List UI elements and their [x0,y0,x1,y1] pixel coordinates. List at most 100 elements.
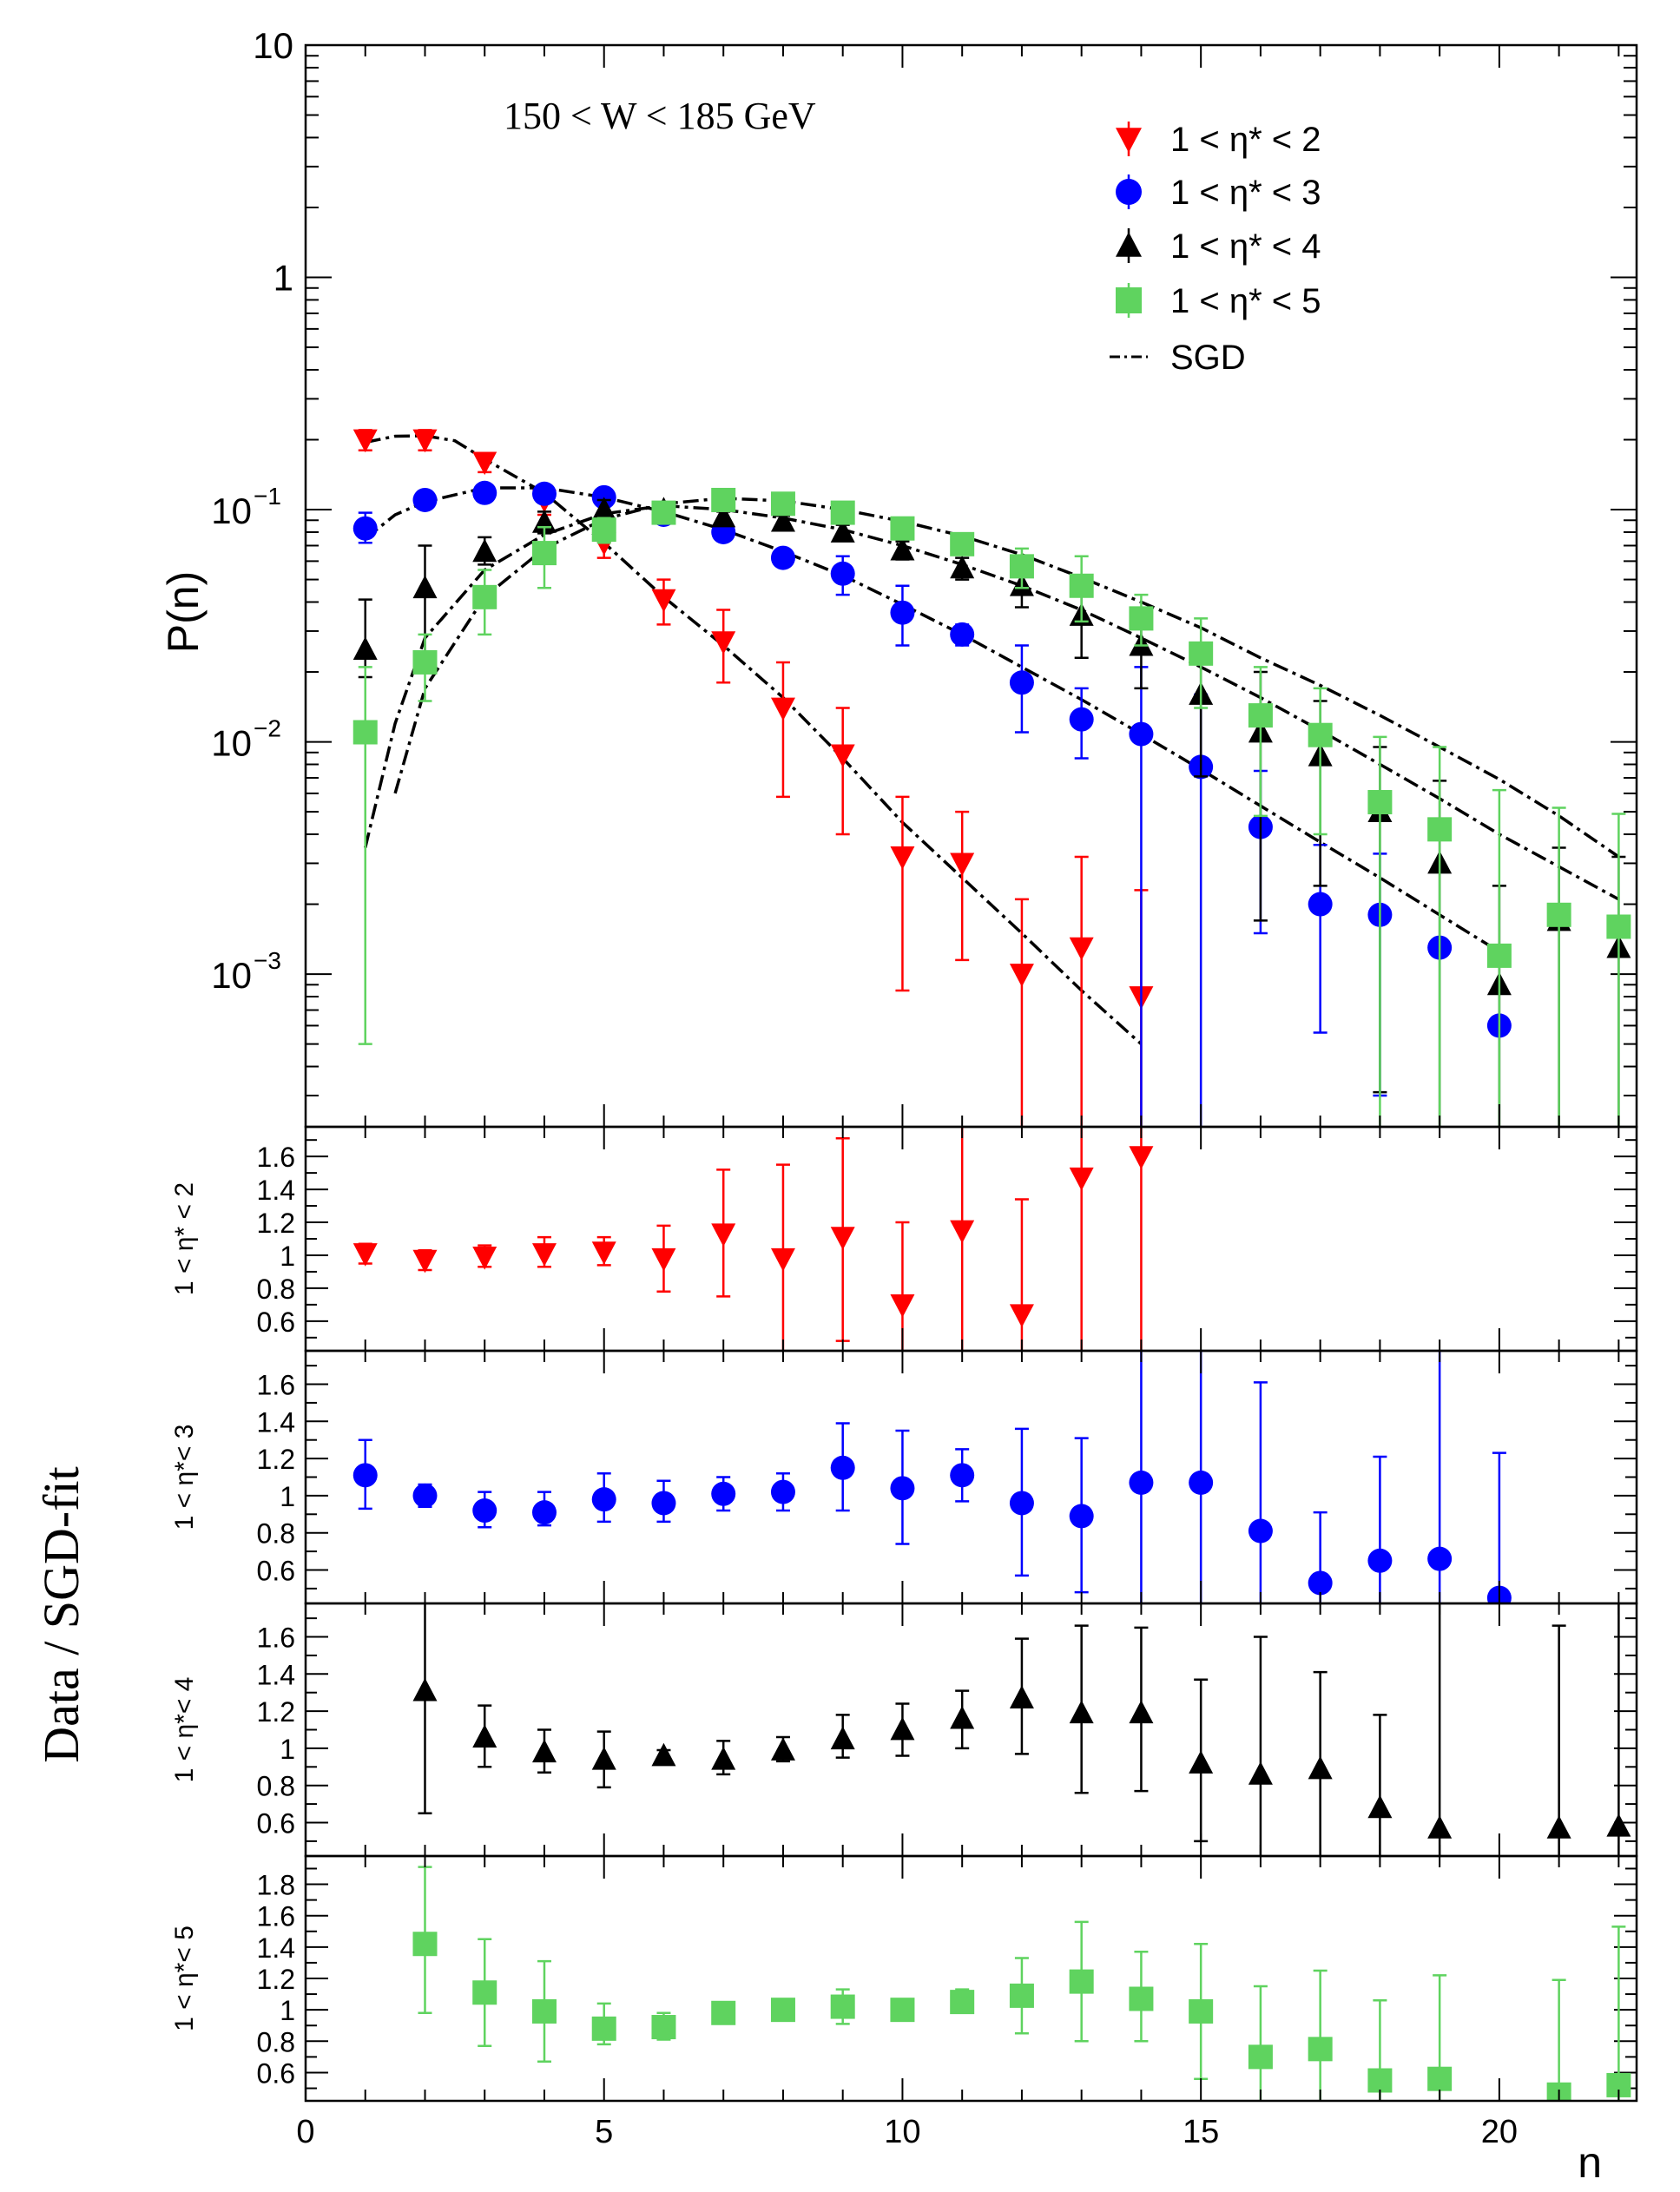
ratio-point [412,1249,438,1274]
ratio-y-tick-label: 0.6 [257,1555,295,1586]
ratio-point [1069,1969,1094,1994]
ratio-point [472,1724,497,1748]
data-point [1308,722,1333,747]
data-point [1248,703,1273,728]
data-point [1308,892,1333,917]
ratio-point [711,1481,736,1506]
annotation-energy-range: 150 < W < 185 GeV [504,95,816,137]
legend-marker [1116,128,1142,153]
legend-label: 1 < η* < 5 [1170,282,1321,320]
ratio-point [591,1747,616,1770]
ratio-point [1009,1491,1034,1516]
ratio-point [1367,1794,1393,1819]
data-point [1069,937,1094,961]
x-axis-label: n [1578,2138,1602,2187]
data-point [352,516,378,541]
ratio-y-tick-label: 0.8 [257,2026,295,2057]
ratio-y-tick-label: 0.8 [257,1274,295,1305]
data-point [472,451,497,476]
ratio-point [770,1998,795,2023]
legend-marker [1116,287,1142,313]
data-point [531,481,557,506]
data-point [352,429,378,453]
ratio-y-tick-label: 1 [280,1995,295,2026]
ratio-y-tick-label: 1.6 [257,1142,295,1173]
ratio-point [770,1737,795,1761]
ratio-point [1129,1986,1154,2011]
data-point [711,631,736,655]
data-point [412,575,438,599]
data-point [890,600,915,625]
data-point [651,589,676,613]
ratio-y-tick-label: 1.8 [257,1870,295,1901]
y-tick-label-exponent: −3 [254,947,281,974]
data-point [770,697,795,721]
ratio-point [1189,1750,1214,1774]
ratio-point [950,1990,975,2015]
ratio-panel-label: 1 < η*< 5 [170,1925,199,2031]
data-point [950,622,975,647]
data-point [830,561,855,586]
ratio-point [1009,1304,1034,1327]
ratio-y-tick-label: 1 [280,1481,295,1512]
x-tick-label: 15 [1183,2114,1219,2150]
ratio-point [890,1716,915,1741]
ratio-y-tick-label: 1.4 [257,1659,295,1690]
data-point [1486,943,1512,968]
x-tick-label: 5 [595,2114,613,2150]
ratio-point [412,1932,438,1957]
legend-marker [1116,232,1142,257]
ratio-point [1546,1815,1571,1839]
ratio-point [531,1243,557,1267]
ratio-y-tick-label: 1 [280,1241,295,1272]
data-point [1427,817,1453,842]
data-point [1189,641,1214,666]
data-point [1129,721,1154,747]
data-point [770,545,795,570]
ratio-y-tick-label: 0.6 [257,1307,295,1338]
data-series [352,429,1631,1127]
ratio-point [1129,1146,1154,1169]
ratio-point [950,1463,975,1488]
ratio-point [1009,1685,1034,1709]
ratio-point [1308,2037,1333,2062]
data-point [412,429,438,453]
data-point [472,538,497,563]
data-point [1367,790,1393,815]
ratio-panel-label: 1 < η*< 3 [170,1425,199,1530]
ratio-point [531,1739,557,1763]
ratio-y-tick-label: 0.8 [257,1771,295,1802]
ratio-y-tick-label: 1.2 [257,1964,295,1995]
y-tick-label: 10 [253,25,293,66]
data-point [591,497,616,520]
ratio-panel-label: 1 < η* < 2 [170,1182,199,1295]
ratio-point [830,1227,855,1250]
ratio-y-axis-label: Data / SGD-fit [33,1466,89,1763]
ratio-series-3 [412,1603,1631,1856]
ratio-point [1129,1700,1154,1724]
y-tick-label-exponent: −2 [254,715,281,742]
data-point [1009,670,1034,695]
ratio-y-tick-label: 1.2 [257,1208,295,1239]
ratio-point [1427,1546,1453,1571]
data-point [770,491,795,517]
ratio-y-tick-label: 1 [280,1734,295,1765]
data-point [950,852,975,877]
ratio-y-tick-label: 1.2 [257,1444,295,1475]
data-point [352,720,378,745]
ratio-y-tick-label: 0.6 [257,2057,295,2089]
y-tick-label: 10 [211,490,252,531]
ratio-point [1069,1700,1094,1724]
ratio-point [890,1293,915,1318]
series-2 [352,480,1512,1127]
data-point [651,500,676,525]
data-point [1546,902,1571,927]
ratio-point [352,1463,378,1488]
data-point [830,519,855,543]
ratio-point [890,1476,915,1501]
ratio-point [1069,1504,1094,1529]
ratio-point [1308,1570,1333,1596]
